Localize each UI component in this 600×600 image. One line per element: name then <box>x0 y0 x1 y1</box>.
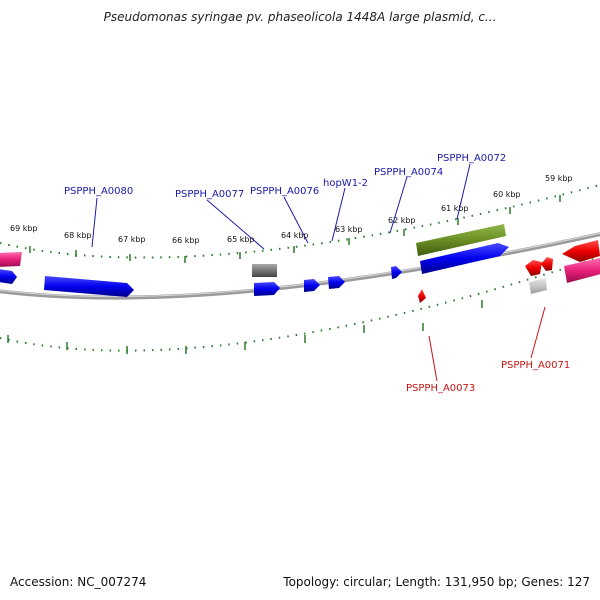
tick-label: 63 kbp <box>335 225 363 234</box>
forward-gene-a0077[interactable] <box>254 282 280 296</box>
tick-label: 69 kbp <box>10 224 38 233</box>
gene-label[interactable]: PSPPH_A0080 <box>64 186 133 197</box>
inner-tick-ring <box>0 256 600 352</box>
tick-label: 59 kbp <box>545 174 573 183</box>
tick-label: 60 kbp <box>493 190 521 199</box>
tick-label: 67 kbp <box>118 235 146 244</box>
tick-label: 64 kbp <box>281 231 309 240</box>
reverse-gene-b[interactable] <box>541 257 553 271</box>
gene-features[interactable] <box>0 224 600 303</box>
tick-label: 66 kbp <box>172 236 200 245</box>
tick-label: 65 kbp <box>227 235 255 244</box>
tick-label: 61 kbp <box>441 204 469 213</box>
forward-gene-hopw1-2[interactable] <box>328 276 345 289</box>
outer-major-ticks <box>29 195 561 263</box>
forward-gene-left-edge[interactable] <box>0 269 17 284</box>
inner-major-ticks <box>7 264 594 354</box>
gene-label[interactable]: PSPPH_A0076 <box>250 186 319 197</box>
light-grey-feature[interactable] <box>529 278 547 294</box>
tick-labels: 69 kbp 68 kbp 67 kbp 66 kbp 65 kbp 64 kb… <box>10 174 573 245</box>
reverse-gene-right[interactable] <box>562 240 600 262</box>
grey-feature[interactable] <box>252 264 277 277</box>
gene-label[interactable]: hopW1-2 <box>323 178 368 189</box>
olive-feature[interactable] <box>416 224 506 256</box>
label-leaders <box>91 163 546 382</box>
map-title: Pseudomonas syringae pv. phaseolicola 14… <box>103 10 497 24</box>
pink-feature-right[interactable] <box>564 258 600 283</box>
plasmid-summary: Topology: circular; Length: 131,950 bp; … <box>283 575 590 589</box>
gene-label[interactable]: PSPPH_A0072 <box>437 153 506 164</box>
tick-label: 62 kbp <box>388 216 416 225</box>
forward-gene-a0072[interactable] <box>420 243 509 274</box>
reverse-gene-a[interactable] <box>525 260 542 276</box>
pink-feature-left[interactable] <box>0 252 22 267</box>
gene-label[interactable]: PSPPH_A0071 <box>501 360 570 371</box>
gene-label[interactable]: PSPPH_A0077 <box>175 189 244 200</box>
gene-label[interactable]: PSPPH_A0074 <box>374 167 443 178</box>
gene-labels: PSPPH_A0080 PSPPH_A0077 PSPPH_A0076 hopW… <box>64 153 570 394</box>
reverse-gene-a0073[interactable] <box>418 289 426 303</box>
gene-label[interactable]: PSPPH_A0073 <box>406 383 475 394</box>
forward-gene-a0074[interactable] <box>391 266 402 279</box>
accession-text: Accession: NC_007274 <box>10 575 147 589</box>
forward-gene-a0076[interactable] <box>304 279 320 292</box>
tick-label: 68 kbp <box>64 231 92 240</box>
forward-gene-a0080[interactable] <box>44 276 134 297</box>
